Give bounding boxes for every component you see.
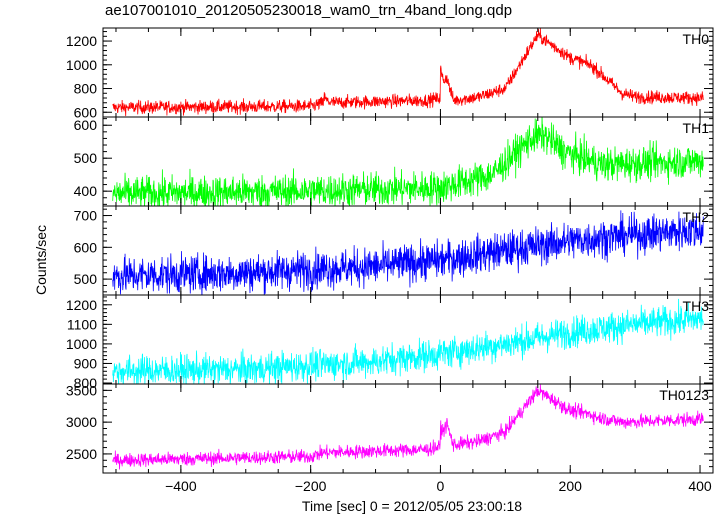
panels-layer: 600 800 1000 1200 TH0 400 500 600 TH1 500 600 700 TH…	[66, 27, 714, 474]
series-line-th2	[112, 210, 704, 295]
y-tick-label: 1200	[66, 33, 97, 49]
panel-label-th3: TH3	[683, 298, 710, 314]
panel-th3: 800 900 1000 1100 1200 TH3	[66, 294, 714, 391]
y-tick-label: 600	[74, 104, 98, 120]
y-axis-title: Counts/sec	[33, 225, 49, 295]
y-tick-label: 1100	[67, 316, 97, 332]
y-tick-label: 900	[74, 355, 98, 371]
panel-th2: 500 600 700 TH2	[74, 205, 714, 296]
x-axis-title: Time [sec] 0 = 2012/05/05 23:00:18	[302, 498, 522, 514]
y-tick-label: 600	[74, 117, 98, 133]
x-tick-label: −200	[295, 478, 327, 494]
y-tick-label: 600	[74, 239, 98, 255]
y-tick-label: 3000	[66, 414, 97, 430]
panel-th0: 600 800 1000 1200 TH0	[66, 27, 714, 120]
panel-th0123: 2500 3000 3500 TH0123	[66, 382, 714, 474]
x-tick-label: 200	[559, 478, 583, 494]
y-tick-label: 1200	[66, 297, 97, 313]
x-tick-label: 0	[437, 478, 445, 494]
y-tick-label: 2500	[66, 446, 97, 462]
panel-label-th0: TH0	[683, 31, 710, 47]
y-tick-label: 1000	[66, 57, 97, 73]
panel-frame	[102, 383, 714, 474]
panel-label-th0123: TH0123	[659, 387, 709, 403]
y-tick-label: 500	[74, 150, 98, 166]
panel-label-th1: TH1	[683, 120, 710, 136]
y-tick-label: 500	[74, 271, 98, 287]
series-line-th1	[112, 117, 704, 206]
y-tick-label: 700	[74, 208, 98, 224]
y-tick-label: 3500	[66, 382, 97, 398]
y-tick-label: 800	[74, 375, 98, 391]
panel-th1: 400 500 600 TH1	[74, 116, 714, 207]
y-tick-label: 400	[74, 183, 98, 199]
x-tick-label: 400	[688, 478, 712, 494]
series-line-th0	[112, 28, 704, 117]
series-line-th0123	[112, 384, 704, 470]
y-tick-label: 1000	[66, 336, 97, 352]
x-axis: −400 −200 0 200 400	[165, 478, 712, 494]
y-tick-label: 800	[74, 81, 98, 97]
x-tick-label: −400	[165, 478, 197, 494]
panel-label-th2: TH2	[683, 209, 710, 225]
series-line-th3	[112, 298, 704, 384]
page-title: ae107001010_20120505230018_wam0_trn_4ban…	[105, 2, 513, 19]
